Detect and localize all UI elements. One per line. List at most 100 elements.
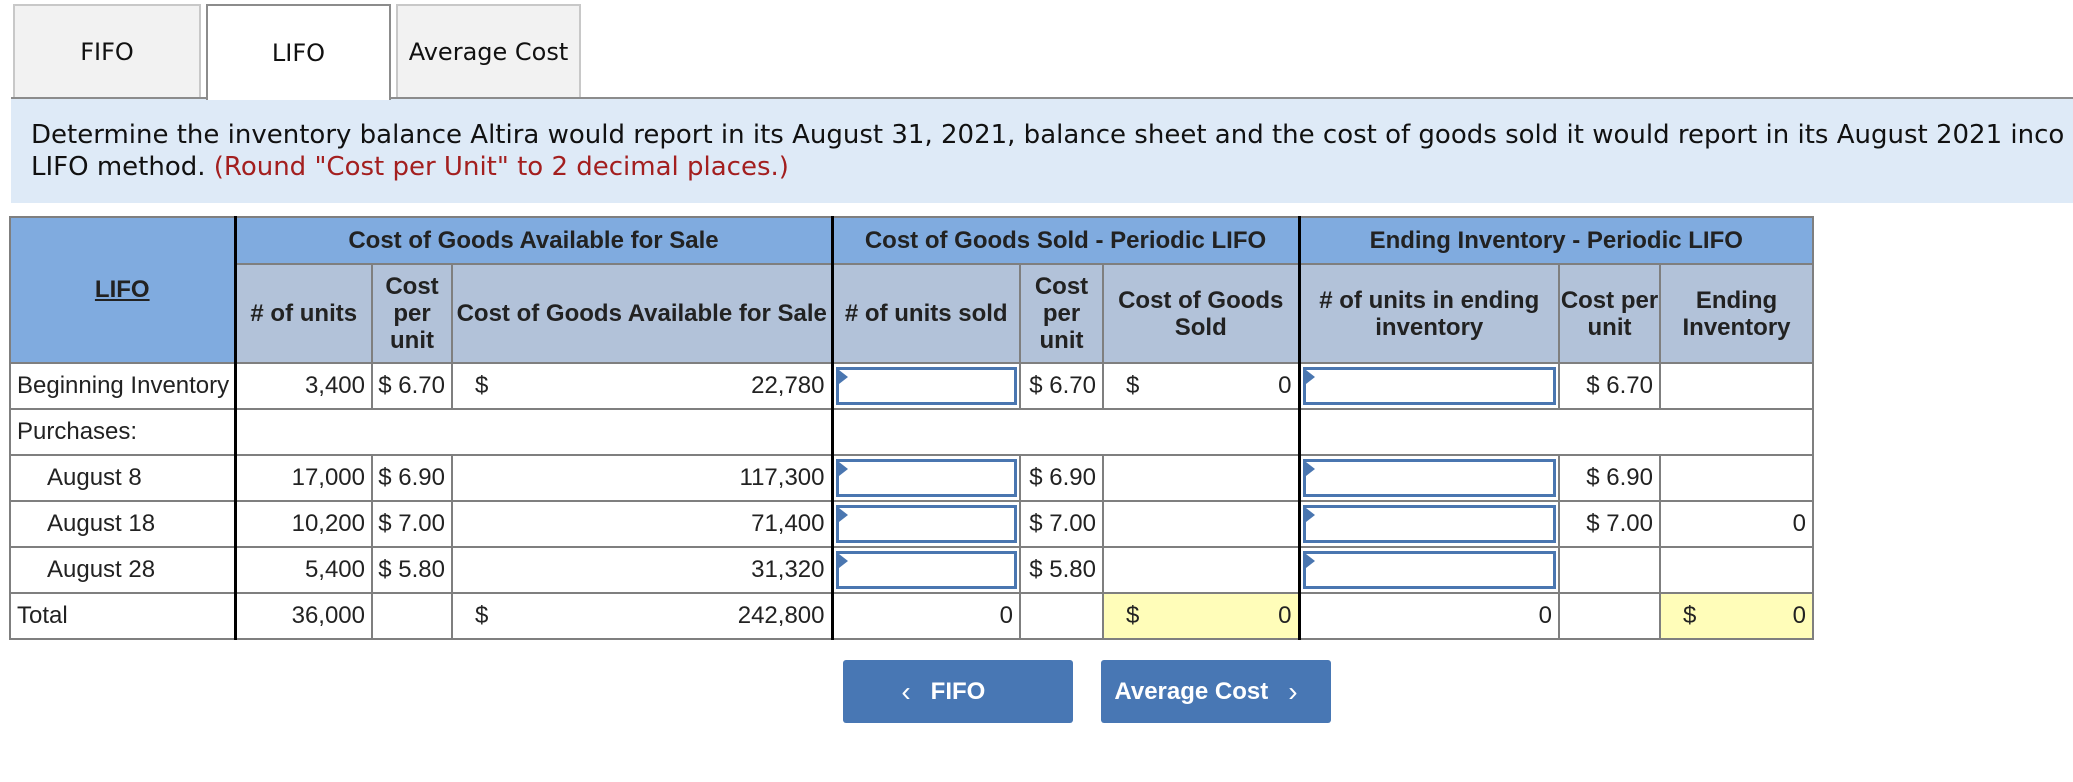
row-label: Beginning Inventory (9, 362, 236, 410)
col-header-units-sold: # of units sold (830, 263, 1021, 364)
table-row-august-18: August 18 10,200 $ 7.00 71,400 $ 7.00 $ … (9, 500, 1814, 548)
empty-cell (830, 408, 1300, 456)
table-row-total: Total 36,000 $242,800 0 $0 0 $0 (9, 592, 1814, 640)
empty-cell (1297, 408, 1814, 456)
cost-per-unit-cell: $ 6.90 (371, 454, 453, 502)
empty-cell (371, 592, 453, 640)
cogas-cell: 117,300 (451, 454, 833, 502)
row-label: August 28 (9, 546, 236, 594)
tab-label: FIFO (80, 37, 134, 66)
ending-inventory-cell (1659, 546, 1814, 594)
ending-inventory-cell (1659, 454, 1814, 502)
cogas-cell: 31,320 (451, 546, 833, 594)
cost-per-unit-ending-cell: $ 6.90 (1558, 454, 1661, 502)
col-header-cost-per-unit: Cost per unit (371, 263, 453, 364)
cost-per-unit-cell: $ 7.00 (371, 500, 453, 548)
cost-per-unit-cell: $ 5.80 (371, 546, 453, 594)
next-average-cost-button[interactable]: Average Cost › (1101, 660, 1331, 723)
empty-cell (233, 408, 833, 456)
col-header-cogs: Cost of Goods Sold (1102, 263, 1300, 364)
units-sold-input-cell[interactable] (830, 546, 1021, 594)
ending-inventory-cell: 0 (1659, 500, 1814, 548)
chevron-left-icon: ‹ (901, 675, 911, 707)
prev-fifo-button[interactable]: ‹ FIFO › (843, 660, 1073, 723)
units-sold-input-cell[interactable] (830, 454, 1021, 502)
ending-inventory-cell (1659, 362, 1814, 410)
instructions-box: Determine the inventory balance Altira w… (11, 99, 2073, 203)
tab-divider (11, 97, 2073, 99)
row-label: Purchases: (9, 408, 236, 456)
cost-per-unit-sold-cell: $ 6.70 (1019, 362, 1104, 410)
total-units-cell: 36,000 (233, 592, 373, 640)
cogs-cell (1102, 546, 1300, 594)
units-ending-input[interactable] (1302, 551, 1556, 589)
cogas-cell: 71,400 (451, 500, 833, 548)
units-sold-input-cell[interactable] (830, 500, 1021, 548)
units-ending-input-cell[interactable] (1297, 362, 1560, 410)
lifo-worksheet-table: LIFO Cost of Goods Available for Sale Co… (9, 216, 1814, 640)
units-sold-input[interactable] (835, 505, 1017, 543)
table-row-beginning: Beginning Inventory 3,400 $ 6.70 $22,780… (9, 362, 1814, 410)
units-sold-input[interactable] (835, 459, 1017, 497)
row-label: August 8 (9, 454, 236, 502)
units-cell: 5,400 (233, 546, 373, 594)
col-header-cost-per-unit-ending: Cost per unit (1558, 263, 1661, 364)
chevron-right-icon: › (1288, 675, 1298, 707)
instructions-line-2: LIFO method. (Round "Cost per Unit" to 2… (31, 152, 789, 182)
tab-lifo[interactable]: LIFO (206, 4, 391, 100)
col-header-ending-inventory: Ending Inventory (1659, 263, 1814, 364)
units-ending-input-cell[interactable] (1297, 500, 1560, 548)
cogs-cell: $0 (1102, 362, 1300, 410)
col-header-cogas: Cost of Goods Available for Sale (451, 263, 833, 364)
empty-cell (1558, 592, 1661, 640)
col-header-units-ending: # of units in ending inventory (1297, 263, 1560, 364)
col-header-units: # of units (233, 263, 373, 364)
cost-per-unit-ending-cell: $ 7.00 (1558, 500, 1661, 548)
next-button-label: Average Cost (1114, 677, 1269, 705)
units-ending-input-cell[interactable] (1297, 546, 1560, 594)
group-header-ending: Ending Inventory - Periodic LIFO (1297, 216, 1814, 265)
row-label: Total (9, 592, 236, 640)
prev-button-label: FIFO (930, 677, 986, 705)
cost-per-unit-sold-cell: $ 5.80 (1019, 546, 1104, 594)
table-row-august-8: August 8 17,000 $ 6.90 117,300 $ 6.90 $ … (9, 454, 1814, 502)
total-ending-inventory-cell: $0 (1659, 592, 1814, 640)
col-header-cost-per-unit-sold: Cost per unit (1019, 263, 1104, 364)
cogs-cell (1102, 454, 1300, 502)
table-row-purchases: Purchases: (9, 408, 1814, 456)
total-cogs-cell: $0 (1102, 592, 1300, 640)
group-header-sold: Cost of Goods Sold - Periodic LIFO (830, 216, 1300, 265)
units-ending-input[interactable] (1302, 459, 1556, 497)
units-sold-input-cell[interactable] (830, 362, 1021, 410)
table-row-august-28: August 28 5,400 $ 5.80 31,320 $ 5.80 (9, 546, 1814, 594)
units-sold-input[interactable] (835, 367, 1017, 405)
cost-per-unit-ending-cell: $ 6.70 (1558, 362, 1661, 410)
tab-label: LIFO (271, 39, 326, 67)
tab-average-cost[interactable]: Average Cost (396, 4, 581, 97)
instructions-line-1: Determine the inventory balance Altira w… (31, 120, 2065, 150)
units-sold-input[interactable] (835, 551, 1017, 589)
tab-label: Average Cost (408, 37, 569, 66)
rounding-note: (Round "Cost per Unit" to 2 decimal plac… (213, 152, 789, 182)
tab-fifo[interactable]: FIFO (13, 4, 201, 97)
cost-per-unit-sold-cell: $ 6.90 (1019, 454, 1104, 502)
cogas-cell: $22,780 (451, 362, 833, 410)
cost-per-unit-cell: $ 6.70 (371, 362, 453, 410)
units-ending-input[interactable] (1302, 505, 1556, 543)
cost-per-unit-sold-cell: $ 7.00 (1019, 500, 1104, 548)
row-label: August 18 (9, 500, 236, 548)
total-cogas-cell: $242,800 (451, 592, 833, 640)
units-cell: 17,000 (233, 454, 373, 502)
units-cell: 3,400 (233, 362, 373, 410)
total-units-sold-cell: 0 (830, 592, 1021, 640)
total-units-ending-cell: 0 (1297, 592, 1560, 640)
empty-cell (1019, 592, 1104, 640)
units-cell: 10,200 (233, 500, 373, 548)
tab-bar: FIFO LIFO Average Cost (0, 0, 2073, 100)
cost-per-unit-ending-cell (1558, 546, 1661, 594)
units-ending-input-cell[interactable] (1297, 454, 1560, 502)
method-header: LIFO (9, 216, 236, 364)
group-header-available: Cost of Goods Available for Sale (233, 216, 833, 265)
cogs-cell (1102, 500, 1300, 548)
units-ending-input[interactable] (1302, 367, 1556, 405)
